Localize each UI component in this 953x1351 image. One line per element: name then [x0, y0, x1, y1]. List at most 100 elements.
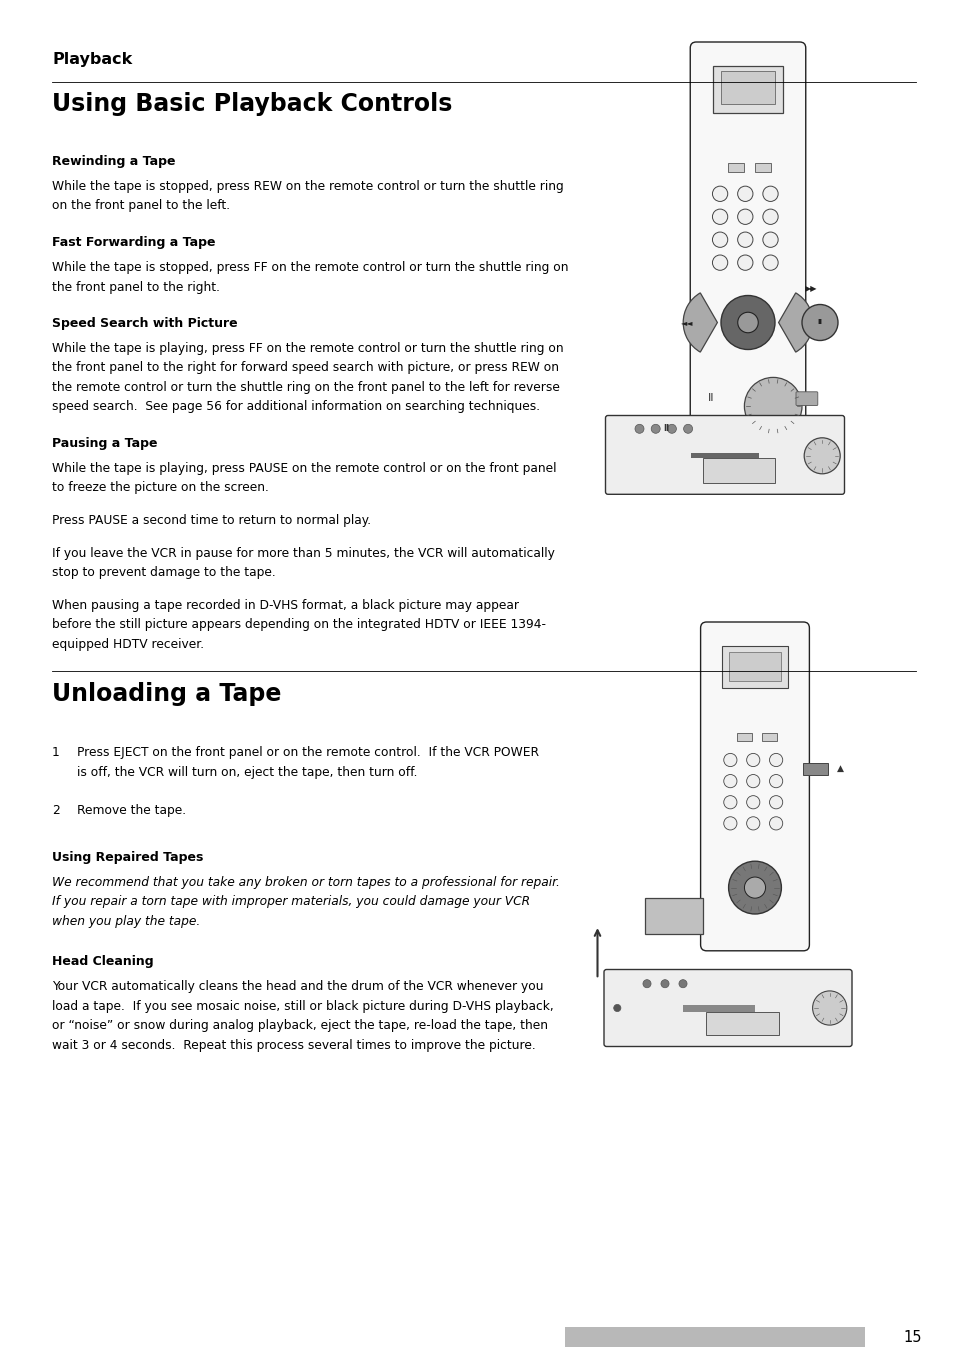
Circle shape [743, 377, 801, 435]
Bar [737, 732, 752, 740]
Text: Press EJECT on the front panel or on the remote control.  If the VCR POWER: Press EJECT on the front panel or on the… [77, 746, 538, 759]
FancyBboxPatch shape [605, 416, 843, 494]
Circle shape [762, 255, 778, 270]
Text: Fast Forwarding a Tape: Fast Forwarding a Tape [52, 236, 215, 249]
Circle shape [660, 979, 668, 988]
Bar [705, 1012, 779, 1035]
Text: II: II [817, 319, 821, 326]
Circle shape [769, 796, 781, 809]
Circle shape [683, 424, 692, 434]
Circle shape [651, 424, 659, 434]
Text: When pausing a tape recorded in D-VHS format, a black picture may appear: When pausing a tape recorded in D-VHS fo… [52, 598, 518, 612]
Text: Rewinding a Tape: Rewinding a Tape [52, 155, 175, 168]
Circle shape [712, 209, 727, 224]
Bar [721, 646, 787, 688]
FancyBboxPatch shape [690, 42, 805, 440]
Bar [755, 163, 771, 172]
Text: the front panel to the right.: the front panel to the right. [52, 281, 220, 293]
Circle shape [679, 979, 686, 988]
Text: when you play the tape.: when you play the tape. [52, 915, 200, 928]
Text: Head Cleaning: Head Cleaning [52, 955, 153, 969]
Bar [644, 898, 702, 934]
Circle shape [737, 255, 752, 270]
Text: Your VCR automatically cleans the head and the drum of the VCR whenever you: Your VCR automatically cleans the head a… [52, 979, 543, 993]
Text: Speed Search with Picture: Speed Search with Picture [52, 317, 237, 330]
Text: Using Basic Playback Controls: Using Basic Playback Controls [52, 92, 452, 116]
Text: to freeze the picture on the screen.: to freeze the picture on the screen. [52, 481, 269, 494]
Circle shape [743, 877, 764, 898]
Bar [720, 72, 774, 104]
Text: 15: 15 [902, 1329, 921, 1344]
Text: Unloading a Tape: Unloading a Tape [52, 682, 281, 707]
Circle shape [801, 304, 837, 340]
Text: Playback: Playback [52, 51, 132, 68]
Text: If you repair a torn tape with improper materials, you could damage your VCR: If you repair a torn tape with improper … [52, 894, 530, 908]
Wedge shape [778, 293, 812, 353]
Circle shape [712, 255, 727, 270]
Text: While the tape is stopped, press FF on the remote control or turn the shuttle ri: While the tape is stopped, press FF on t… [52, 261, 568, 274]
Text: Using Repaired Tapes: Using Repaired Tapes [52, 851, 203, 863]
Text: While the tape is stopped, press REW on the remote control or turn the shuttle r: While the tape is stopped, press REW on … [52, 180, 563, 193]
Text: ▲: ▲ [836, 765, 843, 773]
Circle shape [712, 232, 727, 247]
Circle shape [762, 209, 778, 224]
Bar [701, 458, 774, 482]
FancyBboxPatch shape [603, 970, 851, 1047]
Bar [691, 453, 758, 458]
Circle shape [762, 232, 778, 247]
Bar [761, 732, 776, 740]
Text: ◄◄: ◄◄ [679, 317, 692, 327]
Wedge shape [682, 293, 717, 353]
Circle shape [723, 774, 736, 788]
Text: 2: 2 [52, 804, 60, 817]
Text: the remote control or turn the shuttle ring on the front panel to the left for r: the remote control or turn the shuttle r… [52, 381, 559, 394]
Circle shape [737, 186, 752, 201]
Text: on the front panel to the left.: on the front panel to the left. [52, 200, 230, 212]
FancyBboxPatch shape [795, 392, 817, 405]
Bar [727, 163, 743, 172]
Circle shape [746, 796, 759, 809]
Text: We recommend that you take any broken or torn tapes to a professional for repair: We recommend that you take any broken or… [52, 875, 559, 889]
Text: 1: 1 [52, 746, 60, 759]
Bar [802, 763, 827, 775]
Circle shape [712, 186, 727, 201]
Text: Press PAUSE a second time to return to normal play.: Press PAUSE a second time to return to n… [52, 513, 371, 527]
Circle shape [737, 312, 758, 332]
Bar [564, 1327, 864, 1347]
Text: While the tape is playing, press PAUSE on the remote control or on the front pan: While the tape is playing, press PAUSE o… [52, 462, 556, 476]
Text: the front panel to the right for forward speed search with picture, or press REW: the front panel to the right for forward… [52, 362, 558, 374]
Text: ▶▶: ▶▶ [804, 284, 817, 293]
Text: Remove the tape.: Remove the tape. [77, 804, 186, 817]
Circle shape [723, 796, 736, 809]
Text: speed search.  See page 56 for additional information on searching techniques.: speed search. See page 56 for additional… [52, 400, 539, 413]
Text: equipped HDTV receiver.: equipped HDTV receiver. [52, 638, 204, 650]
Circle shape [812, 990, 846, 1025]
Bar [729, 651, 780, 681]
Circle shape [803, 438, 840, 474]
Text: is off, the VCR will turn on, eject the tape, then turn off.: is off, the VCR will turn on, eject the … [77, 766, 417, 778]
Circle shape [728, 861, 781, 915]
Text: Pausing a Tape: Pausing a Tape [52, 436, 157, 450]
Circle shape [613, 1004, 620, 1012]
Circle shape [737, 209, 752, 224]
Circle shape [667, 424, 676, 434]
Text: stop to prevent damage to the tape.: stop to prevent damage to the tape. [52, 566, 275, 580]
Text: or “noise” or snow during analog playback, eject the tape, re-load the tape, the: or “noise” or snow during analog playbac… [52, 1019, 547, 1032]
Circle shape [769, 817, 781, 830]
Text: load a tape.  If you see mosaic noise, still or black picture during D-VHS playb: load a tape. If you see mosaic noise, st… [52, 1000, 553, 1012]
Text: II: II [662, 424, 669, 434]
Circle shape [635, 424, 643, 434]
Circle shape [769, 754, 781, 766]
Circle shape [746, 754, 759, 766]
Circle shape [769, 774, 781, 788]
Text: If you leave the VCR in pause for more than 5 minutes, the VCR will automaticall: If you leave the VCR in pause for more t… [52, 547, 555, 559]
Circle shape [762, 186, 778, 201]
Bar [682, 1005, 754, 1012]
Circle shape [642, 979, 650, 988]
Circle shape [723, 754, 736, 766]
Circle shape [723, 817, 736, 830]
Circle shape [720, 296, 774, 350]
Text: While the tape is playing, press FF on the remote control or turn the shuttle ri: While the tape is playing, press FF on t… [52, 342, 563, 355]
Circle shape [746, 774, 759, 788]
Circle shape [746, 817, 759, 830]
